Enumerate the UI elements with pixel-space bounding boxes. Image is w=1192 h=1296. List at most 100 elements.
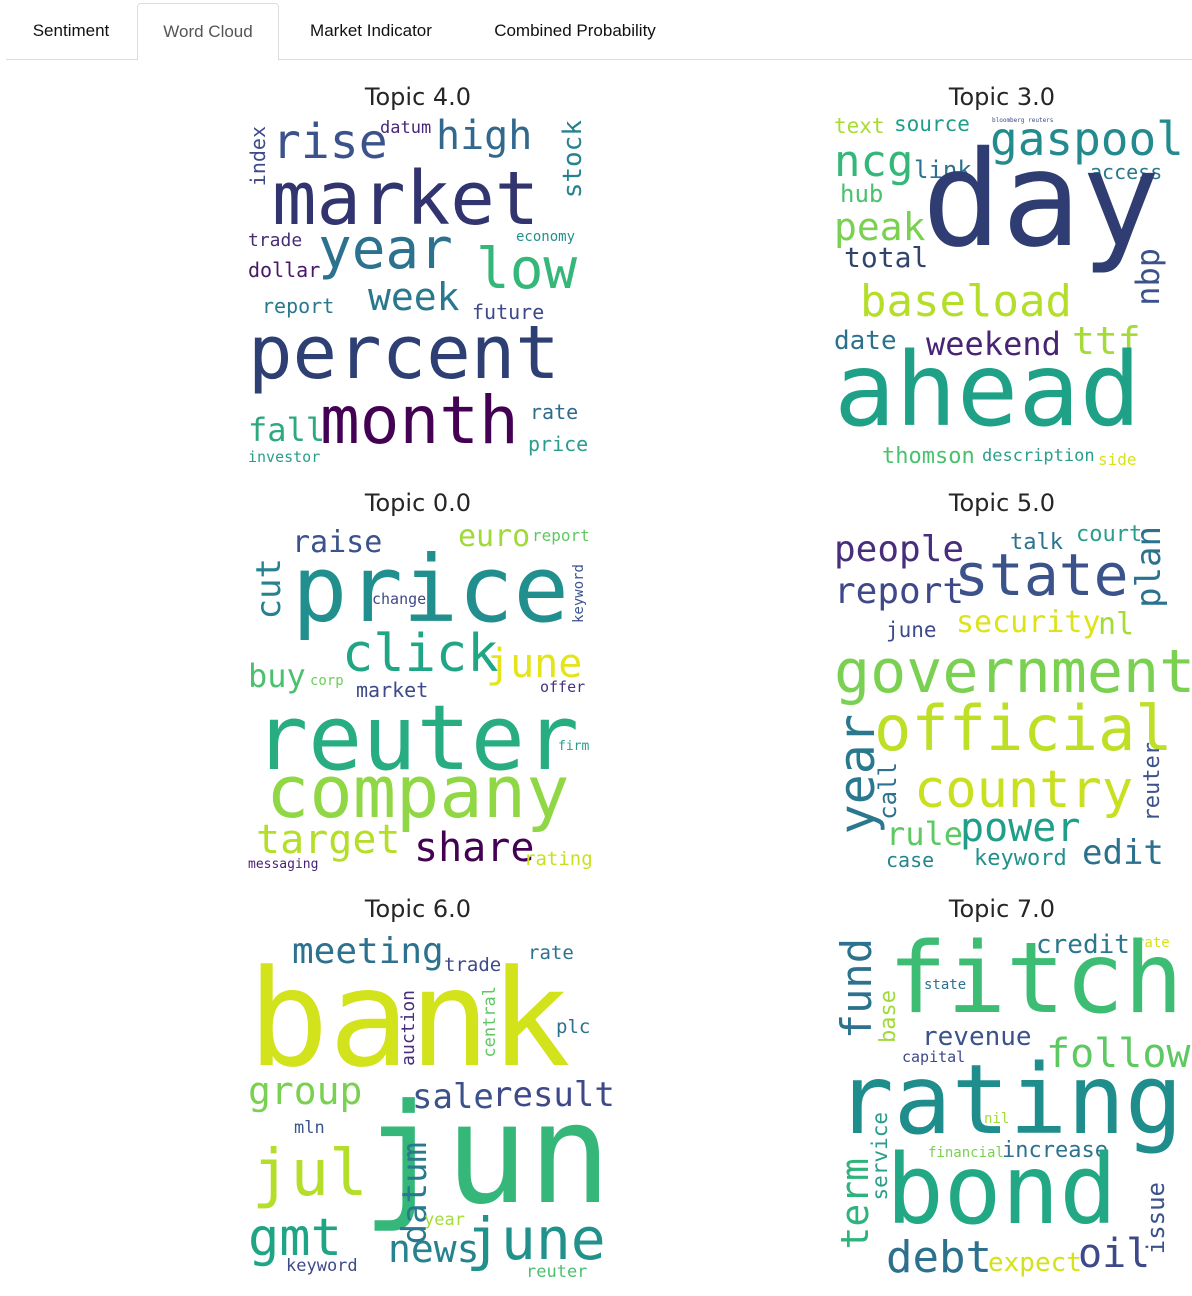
cloud-word: june	[466, 1205, 606, 1273]
cloud-word: capital	[902, 1048, 966, 1066]
cloud-word: auction	[398, 990, 419, 1066]
cloud-word: year	[318, 217, 453, 282]
cloud-word: rate	[530, 400, 579, 424]
cloud-word: gmt	[248, 1208, 342, 1268]
cloud-word: fitch	[888, 922, 1184, 1036]
cloud-word: plan	[1129, 526, 1169, 608]
cloud-word: thomson	[882, 444, 975, 469]
cloud-word: target	[256, 817, 401, 863]
word-cloud-topic-7: Topic 7.0 fund credit rate fitch state b…	[822, 894, 1191, 1294]
cloud-word: market	[272, 156, 540, 242]
cloud-word: index	[246, 126, 270, 187]
cloud-word: trade	[248, 230, 303, 251]
cloud-word: date	[834, 326, 897, 356]
cloud-word: revenue	[922, 1022, 1032, 1052]
cloud-word: jul	[252, 1137, 368, 1211]
cloud-word: debt	[886, 1232, 992, 1283]
cloud-word: raise	[292, 525, 383, 560]
cloud-word: ttf	[1072, 319, 1141, 363]
cloud-word: bond	[886, 1134, 1118, 1246]
cloud-word: government	[834, 637, 1192, 707]
cloud-word: people	[834, 529, 965, 570]
cloud-word: power	[960, 805, 1081, 851]
cloud-word: share	[414, 825, 535, 871]
cloud-word: month	[320, 382, 519, 459]
cloud-word: plc	[556, 1016, 591, 1038]
cloud-word: rate	[528, 942, 574, 964]
cloud-word: increase	[1002, 1138, 1108, 1163]
cloud-word: keyword	[286, 1256, 358, 1276]
cloud-word: low	[476, 237, 578, 302]
cloud-word: news	[388, 1227, 480, 1271]
cloud-word: link	[914, 156, 972, 184]
cloud-title: Topic 5.0	[948, 489, 1056, 517]
cloud-word: central	[480, 986, 500, 1058]
cloud-word: company	[266, 750, 570, 834]
tab-market-indicator[interactable]: Market Indicator	[310, 21, 432, 40]
cloud-word: nl	[1098, 607, 1135, 642]
cloud-word: access	[1090, 160, 1163, 184]
cloud-word: oil	[1078, 1231, 1151, 1277]
cloud-word: offer	[540, 678, 586, 696]
cloud-word: official	[874, 692, 1173, 765]
cloud-word: term	[833, 1158, 877, 1250]
cloud-word: financial	[928, 1145, 1004, 1161]
cloud-word: report	[834, 571, 965, 612]
cloud-word: call	[874, 762, 902, 820]
word-cloud-topic-4: Topic 4.0 rise datum high index stock ma…	[238, 82, 598, 482]
cloud-word: report	[532, 526, 590, 545]
cloud-word: court	[1076, 522, 1143, 547]
cloud-word: security	[956, 605, 1101, 640]
tab-sentiment[interactable]: Sentiment	[32, 21, 110, 40]
tab-word-cloud[interactable]: Word Cloud	[137, 3, 279, 61]
cloud-word: change	[372, 590, 427, 608]
cloud-word: stock	[558, 120, 588, 199]
cloud-word: peak	[834, 205, 926, 249]
cloud-word: ncg	[834, 136, 914, 187]
cloud-word: fund	[832, 938, 881, 1040]
cloud-word: reuter	[526, 1262, 588, 1282]
cloud-word: rating	[524, 848, 593, 870]
cloud-title: Topic 0.0	[364, 489, 472, 517]
cloud-word: keyword	[571, 564, 587, 624]
cloud-word: case	[886, 848, 935, 872]
cloud-word: economy	[516, 229, 576, 245]
cloud-word: source	[894, 112, 970, 136]
cloud-word: bank	[248, 941, 571, 1097]
word-cloud-topic-6: Topic 6.0 meeting trade rate bank auctio…	[238, 894, 615, 1294]
cloud-title: Topic 4.0	[364, 83, 472, 111]
cloud-word: nbp	[1129, 248, 1167, 306]
cloud-word: june	[886, 618, 937, 642]
cloud-word: mln	[294, 1118, 325, 1138]
tab-combined-probability[interactable]: Combined Probability	[494, 21, 656, 40]
cloud-word: rate	[1136, 935, 1170, 951]
cloud-word: keyword	[974, 846, 1067, 871]
cloud-word: future	[472, 300, 545, 324]
cloud-word: baseload	[860, 276, 1072, 327]
cloud-word: june	[486, 641, 583, 687]
cloud-word: bloomberg reuters	[992, 117, 1054, 124]
cloud-word: hub	[840, 180, 884, 208]
cloud-word: text	[834, 114, 885, 138]
cloud-word: result	[492, 1075, 615, 1115]
cloud-word: firm	[558, 739, 590, 754]
cloud-word: sale	[412, 1077, 494, 1117]
cloud-word: edit	[1082, 833, 1164, 873]
cloud-word: messaging	[248, 857, 319, 872]
cloud-word: talk	[1010, 530, 1063, 555]
cloud-title: Topic 7.0	[948, 895, 1056, 923]
cloud-word: report	[262, 294, 335, 318]
cloud-word: state	[954, 541, 1129, 609]
cloud-word: percent	[248, 310, 560, 396]
cloud-word: year	[424, 1210, 465, 1230]
cloud-word: group	[248, 1069, 363, 1113]
cloud-word: rating	[836, 1044, 1183, 1156]
cloud-word: rise	[272, 114, 388, 170]
cloud-word: cut	[249, 558, 289, 620]
cloud-word: ahead	[834, 331, 1142, 450]
cloud-title: Topic 6.0	[364, 895, 472, 923]
cloud-word: base	[876, 990, 901, 1043]
cloud-word: total	[844, 241, 929, 274]
cloud-word: gaspool	[990, 112, 1184, 166]
word-cloud-topic-0: Topic 0.0 raise euro report cut price ch…	[238, 488, 598, 888]
